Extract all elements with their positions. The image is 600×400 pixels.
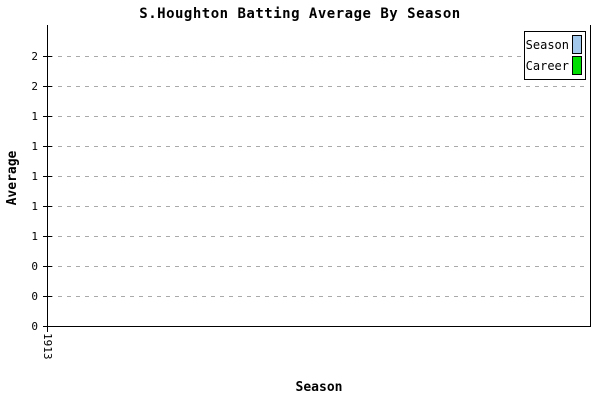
season-series-swatch [572, 35, 582, 54]
y-tick [43, 326, 52, 327]
y-tick [43, 146, 52, 147]
career-series-swatch [572, 56, 582, 75]
y-tick-label: 1 [31, 170, 38, 183]
y-tick [43, 296, 52, 297]
legend-item-career: Career [525, 55, 582, 76]
chart-title: S.Houghton Batting Average By Season [139, 6, 461, 22]
x-axis-title: Season [295, 380, 343, 395]
gridline [49, 116, 588, 117]
y-tick [43, 86, 52, 87]
gridline [49, 86, 588, 87]
legend-label-career: Career [525, 58, 569, 73]
y-tick [43, 116, 52, 117]
x-tick-label: 1913 [41, 333, 54, 360]
gridline [49, 56, 588, 57]
gridline [49, 146, 588, 147]
y-tick-label: 0 [31, 260, 38, 273]
y-tick-label: 1 [31, 110, 38, 123]
legend: Season Career [524, 31, 586, 80]
gridline [49, 236, 588, 237]
y-tick-label: 1 [31, 230, 38, 243]
y-tick-label: 0 [31, 320, 38, 333]
plot-area [47, 25, 591, 327]
gridline [49, 266, 588, 267]
y-tick-label: 2 [31, 50, 38, 63]
x-tick [47, 327, 48, 332]
y-tick [43, 266, 52, 267]
gridline [49, 176, 588, 177]
legend-label-season: Season [525, 37, 569, 52]
legend-item-season: Season [525, 34, 582, 55]
gridline [49, 296, 588, 297]
y-tick [43, 206, 52, 207]
y-tick-label: 2 [31, 80, 38, 93]
y-tick [43, 236, 52, 237]
gridline [49, 206, 588, 207]
y-tick-label: 1 [31, 140, 38, 153]
y-tick-label: 1 [31, 200, 38, 213]
y-tick-label: 0 [31, 290, 38, 303]
y-tick [43, 56, 52, 57]
y-axis-title: Average [5, 150, 20, 206]
y-tick [43, 176, 52, 177]
